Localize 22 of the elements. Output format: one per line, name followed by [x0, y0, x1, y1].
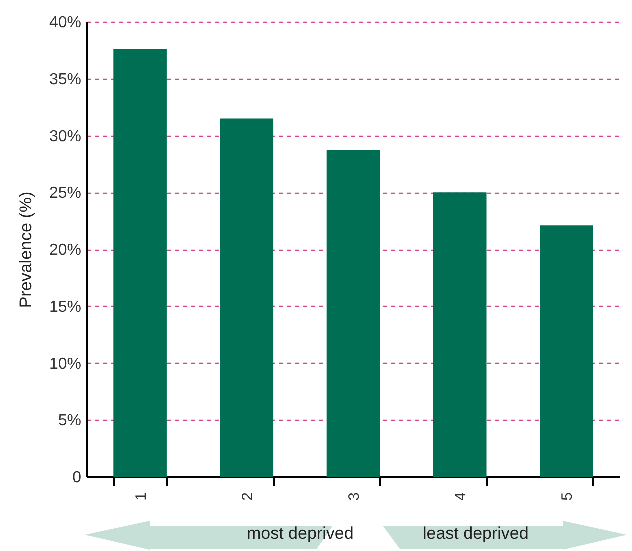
bar: [326, 150, 380, 477]
text: most deprived: [247, 524, 354, 544]
x-tick-label: 3: [346, 492, 363, 501]
y-tick-label: 40%: [49, 14, 82, 32]
x-tick-label: 4: [452, 492, 470, 501]
y-axis-title: Prevalence (%): [16, 192, 36, 308]
y-tick-label: 5%: [58, 412, 82, 430]
bar: [220, 118, 274, 477]
x-tick-label: 5: [559, 492, 576, 501]
y-tick-label: 15%: [49, 298, 82, 316]
bar: [540, 226, 594, 477]
y-tick-label: 30%: [49, 128, 82, 146]
text: least deprived: [423, 524, 529, 544]
y-tick-label: 20%: [49, 242, 82, 259]
y-tick-label: 25%: [49, 185, 82, 202]
y-tick-label: 10%: [49, 356, 82, 373]
x-tick-label: 1: [132, 492, 150, 501]
bar: [114, 49, 167, 477]
y-tick-label: 0: [72, 470, 82, 486]
bar: [433, 192, 487, 477]
x-tick-label: 2: [239, 492, 256, 501]
y-tick-label: 35%: [49, 71, 82, 88]
